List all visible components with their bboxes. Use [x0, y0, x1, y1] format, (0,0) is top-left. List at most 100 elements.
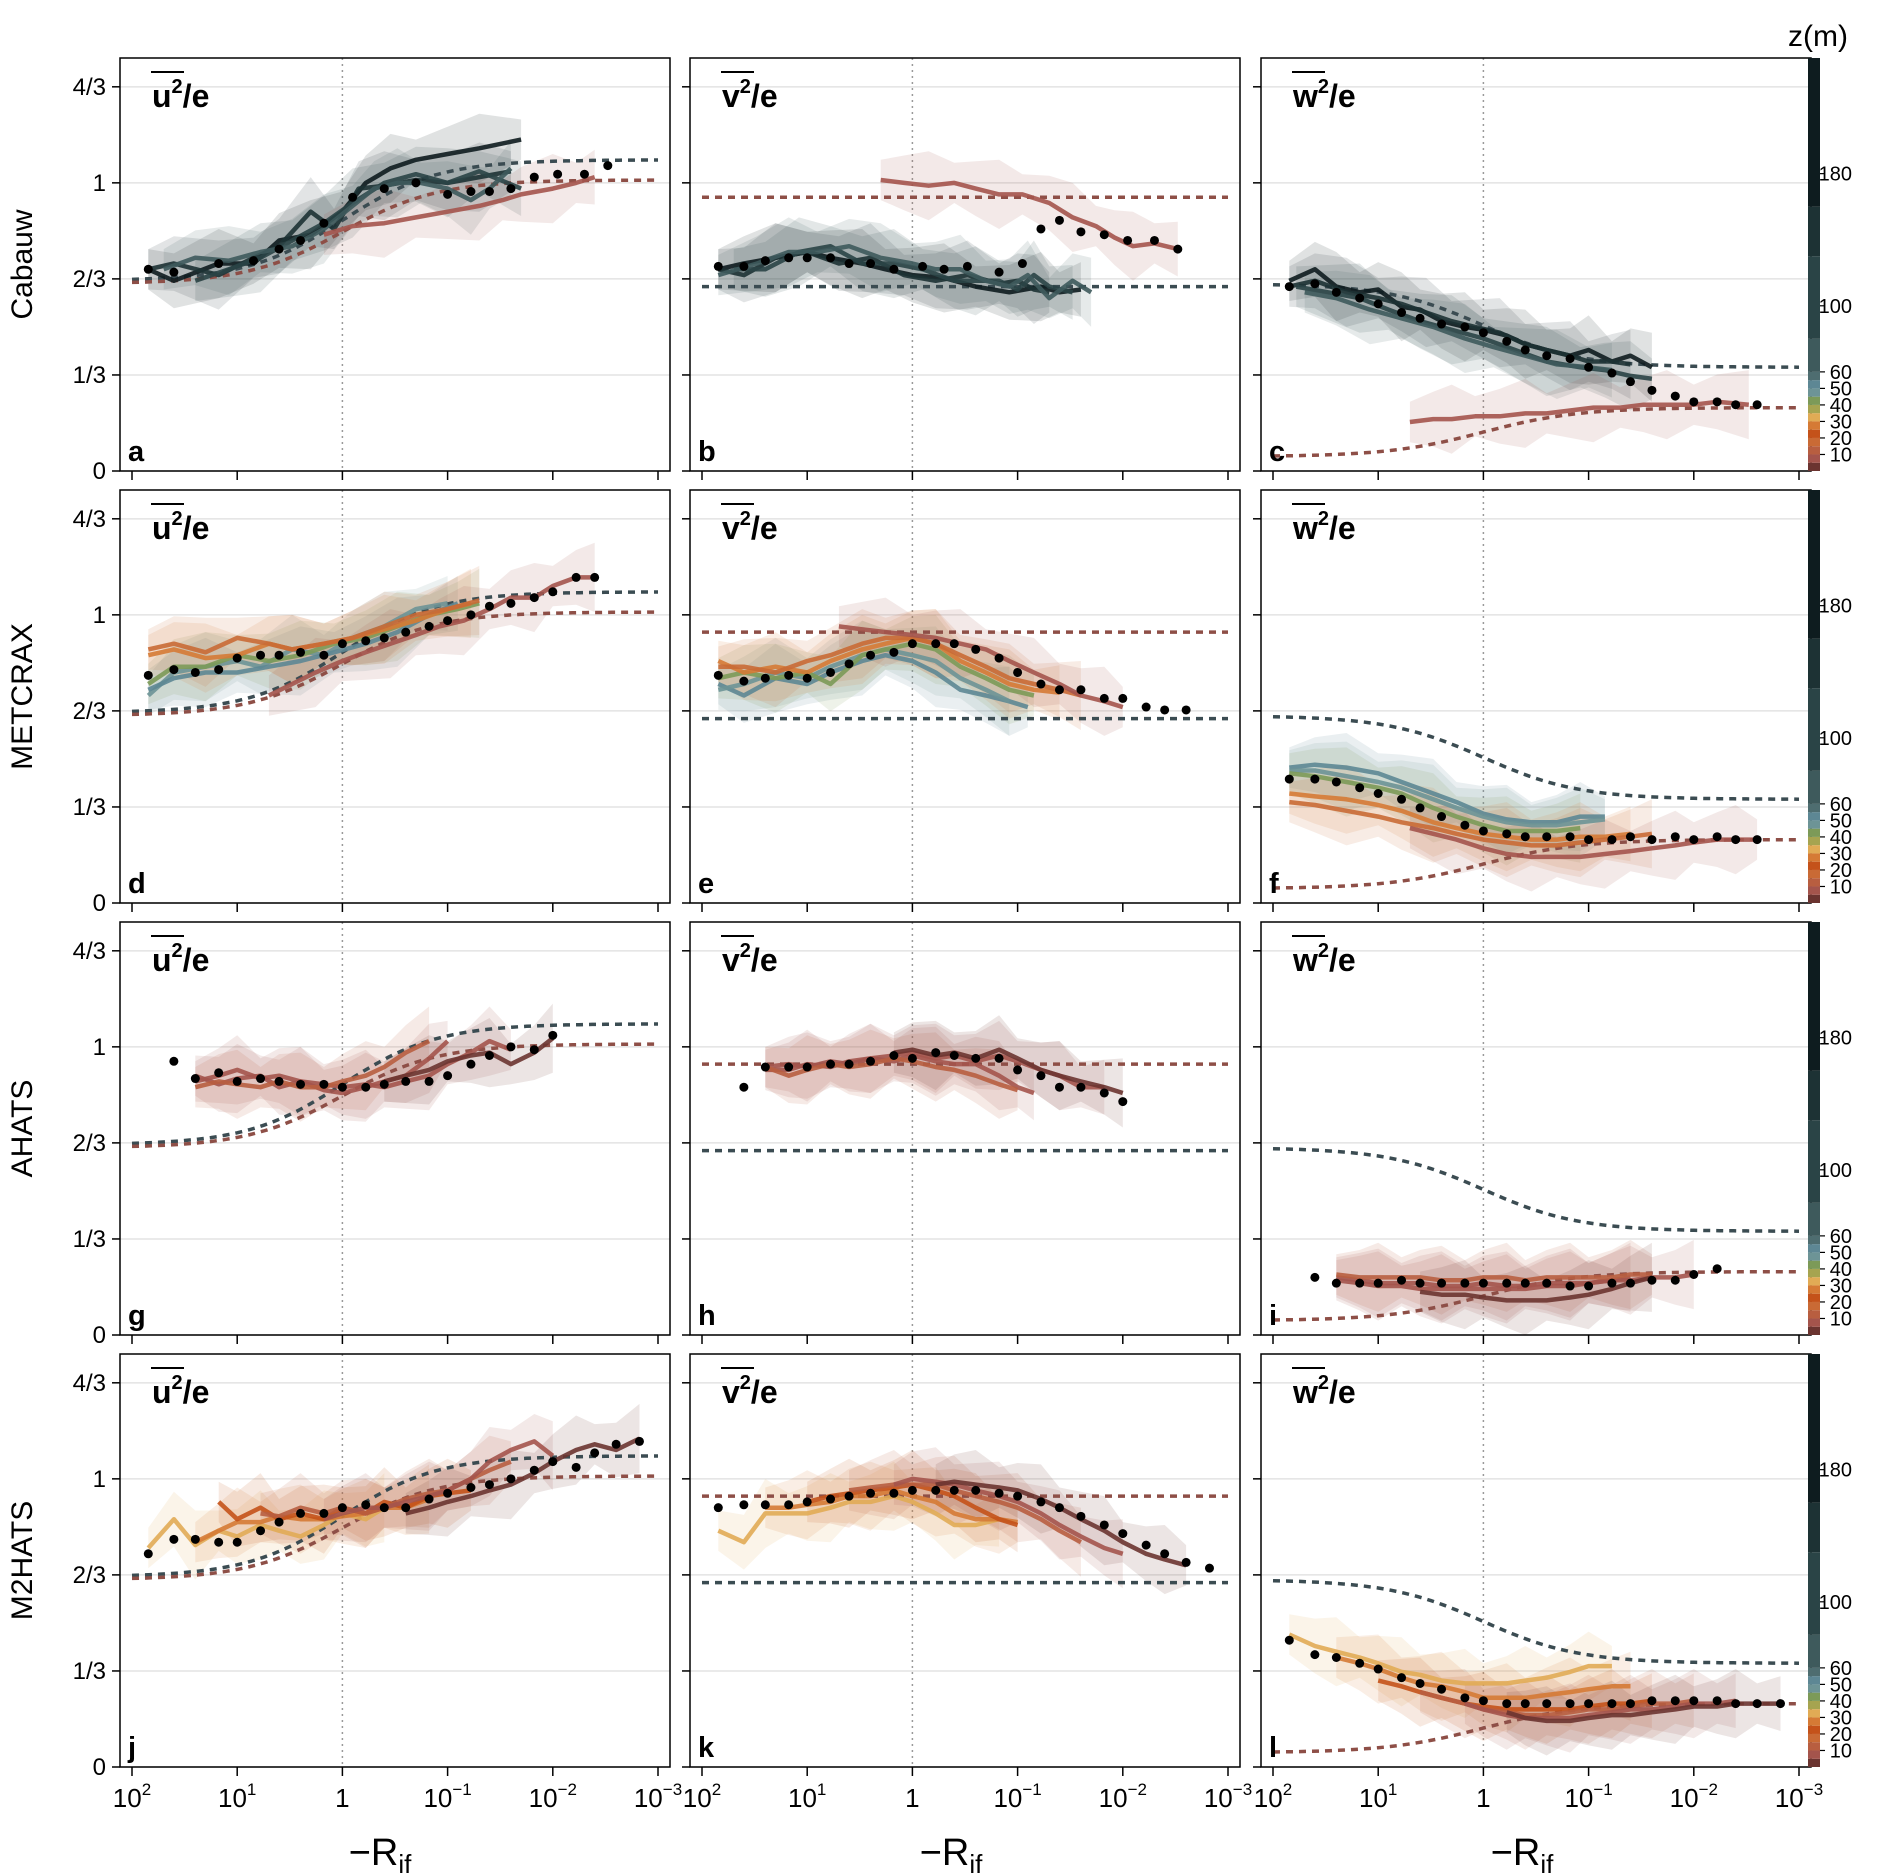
x-tick-base: 10	[1359, 1783, 1388, 1813]
ratio-numerator: v	[722, 1374, 740, 1410]
colorbar-band	[1808, 861, 1820, 870]
colorbar-band	[1808, 256, 1820, 339]
data-point	[319, 650, 329, 660]
data-point	[319, 218, 329, 228]
colorbar-band	[1808, 770, 1820, 804]
colorbar-band	[1808, 828, 1820, 837]
data-point	[760, 1500, 770, 1510]
ratio-superscript: 2	[1318, 940, 1329, 962]
data-point	[1415, 1278, 1425, 1288]
data-point	[424, 1494, 434, 1504]
ratio-denominator: /e	[751, 1374, 778, 1410]
panel-variable-title: w2/e	[1292, 76, 1356, 114]
data-point	[866, 650, 876, 660]
x-tick-base: 10	[634, 1783, 663, 1813]
data-point	[1478, 1696, 1488, 1706]
x-tick-base: 10	[1204, 1783, 1233, 1813]
data-point	[1625, 1699, 1635, 1709]
colorbar-band	[1808, 845, 1820, 854]
data-point	[1520, 1699, 1530, 1709]
data-point	[1520, 832, 1530, 842]
x-tick-label: 1	[1476, 1783, 1490, 1813]
series-line	[405, 1436, 641, 1516]
data-point	[1013, 667, 1023, 677]
data-point	[379, 633, 389, 643]
ratio-denominator: /e	[183, 1374, 210, 1410]
plot-area	[702, 597, 1228, 736]
data-point	[713, 670, 723, 680]
data-point	[1284, 282, 1294, 292]
panel-d: 0 1/3 2/3 1 4/3 u2/e d	[73, 489, 671, 917]
data-point	[844, 1491, 854, 1501]
data-point	[971, 1053, 981, 1063]
panel-letter: a	[128, 436, 145, 468]
colorbar-band	[1808, 388, 1820, 397]
data-point	[529, 593, 539, 603]
x-tick-label: 102	[1254, 1780, 1292, 1813]
series-line	[1336, 1272, 1695, 1289]
uncertainty-band	[195, 1006, 430, 1122]
data-point	[296, 1079, 306, 1089]
colorbar-tick-label: 30	[1830, 1707, 1852, 1729]
panel-frame	[689, 921, 1241, 1336]
uncertainty-band	[195, 1464, 430, 1563]
x-tick-base: 10	[1775, 1783, 1804, 1813]
uncertainty-band	[1409, 805, 1758, 892]
panel-letter: l	[1269, 1732, 1277, 1764]
data-point	[1647, 1275, 1657, 1285]
data-point	[274, 1517, 284, 1527]
data-point	[1437, 812, 1447, 822]
data-point	[826, 1059, 836, 1069]
series-line	[1336, 1272, 1652, 1283]
row-label-cabauw: Cabauw	[6, 209, 39, 319]
data-point	[907, 639, 917, 649]
x-tick-label: 10−2	[529, 1780, 577, 1813]
x-tick-exponent: −3	[663, 1780, 682, 1799]
x-tick-label: 10−3	[634, 1780, 682, 1813]
data-point	[1460, 1693, 1470, 1703]
data-point	[190, 1074, 200, 1084]
data-point	[603, 161, 613, 171]
y-tick-label: 1	[93, 1034, 106, 1061]
data-point	[1712, 1264, 1722, 1274]
panel-frame	[119, 1353, 671, 1768]
data-point	[169, 1534, 179, 1544]
panel-variable-title: v2/e	[722, 508, 778, 546]
series-line	[1336, 1275, 1631, 1292]
reference-curve-lower	[131, 178, 658, 285]
data-point	[296, 1508, 306, 1518]
x-tick-exponent: −3	[1804, 1780, 1823, 1799]
data-point	[401, 1076, 411, 1086]
colorbar-band	[1808, 894, 1820, 903]
colorbar-band	[1808, 853, 1820, 862]
colorbar-band	[1808, 1235, 1820, 1245]
ratio-numerator: w	[1292, 1374, 1318, 1410]
ratio-numerator: w	[1292, 78, 1318, 114]
series-line	[1289, 771, 1581, 834]
data-point	[1689, 397, 1699, 407]
data-point	[579, 169, 589, 179]
data-point	[1478, 328, 1488, 338]
data-point	[1584, 1281, 1594, 1291]
data-point	[274, 244, 284, 254]
panel-g: 0 1/3 2/3 1 4/3 u2/e g	[73, 921, 671, 1349]
data-point	[994, 267, 1004, 277]
colorbar-tick-label: 50	[1830, 810, 1852, 832]
data-point	[1099, 230, 1109, 240]
uncertainty-band	[733, 217, 1073, 320]
data-point	[232, 653, 242, 663]
data-point	[143, 264, 153, 274]
series-line	[717, 635, 1060, 695]
y-tick-label: 4/3	[73, 74, 106, 101]
data-point	[1647, 1696, 1657, 1706]
data-point	[1607, 835, 1617, 845]
colorbar-band	[1808, 812, 1820, 821]
panel-b: v2/e b	[682, 57, 1241, 480]
panel-letter: d	[128, 868, 146, 900]
series-line	[1409, 825, 1758, 860]
uncertainty-band	[1289, 776, 1652, 878]
colorbar-tick-label: 180	[1819, 596, 1852, 618]
series-line	[838, 624, 1124, 710]
